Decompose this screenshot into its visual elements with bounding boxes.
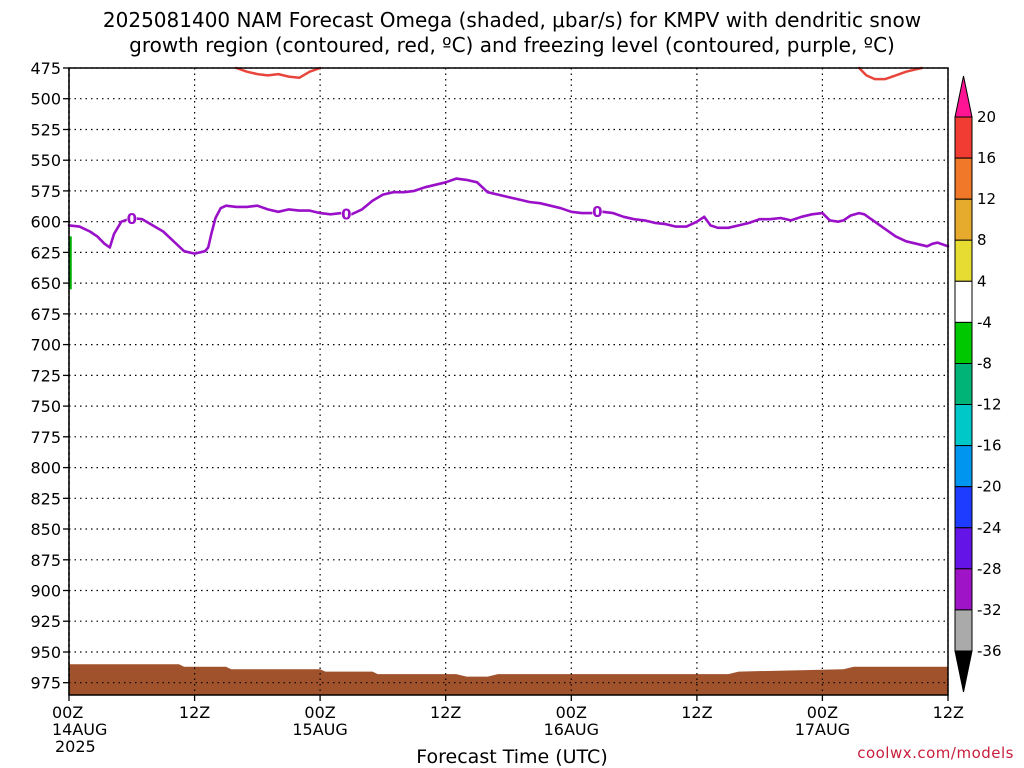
- x-tick-label: 00Z: [52, 703, 83, 722]
- y-tick-label: 475: [30, 59, 61, 78]
- y-tick-label: 750: [30, 397, 61, 416]
- y-tick-label: 925: [30, 612, 61, 631]
- terrain-layer: [69, 664, 948, 695]
- colorbar-swatch: [954, 486, 973, 529]
- freezing-contour-label: 0: [341, 205, 351, 223]
- colorbar-label: -24: [977, 519, 1002, 537]
- axes-layer: 475 500 525 550 575 600 625 650 675 700 725 750 775 8…: [30, 59, 964, 756]
- contour-label-bg: [592, 203, 603, 219]
- x-tick-label: 00Z: [556, 703, 587, 722]
- x-tick-date: 14AUG: [52, 720, 107, 739]
- x-tick-date: 16AUG: [544, 720, 599, 739]
- y-tick-label: 800: [30, 459, 61, 478]
- y-tick-label: 575: [30, 182, 61, 201]
- freezing-contour-label: 0: [592, 203, 602, 221]
- chart-title-line-1: 2025081400 NAM Forecast Omega (shaded, μ…: [102, 8, 922, 32]
- colorbar-label: -8: [977, 355, 992, 373]
- colorbar-label: -32: [977, 601, 1002, 619]
- colorbar-top-triangle: [954, 75, 973, 118]
- colorbar-label: 20: [977, 108, 996, 126]
- colorbar-label: -28: [977, 560, 1002, 578]
- dgz-contour-line: [857, 66, 924, 81]
- y-tick-label: 500: [30, 90, 61, 109]
- colorbar-label: -20: [977, 478, 1002, 496]
- y-tick-label: 600: [30, 213, 61, 232]
- y-tick-label: 700: [30, 336, 61, 355]
- y-tick-label: 525: [30, 121, 61, 140]
- colorbar-label: 4: [977, 272, 987, 290]
- chart-title: 2025081400 NAM Forecast Omega (shaded, μ…: [0, 8, 1024, 58]
- colorbar-swatch: [954, 239, 973, 282]
- y-tick-label: 975: [30, 674, 61, 693]
- y-tick-label: 850: [30, 520, 61, 539]
- contour-label-bg: [126, 211, 137, 227]
- colorbar-bottom-triangle: [954, 650, 973, 693]
- colorbar-swatch: [954, 404, 973, 447]
- y-tick-label: 775: [30, 428, 61, 447]
- series-layer: 0 0 0: [67, 66, 950, 290]
- y-tick-label: 825: [30, 489, 61, 508]
- y-tick-label: 675: [30, 305, 61, 324]
- y-tick-label: 875: [30, 551, 61, 570]
- colorbar-swatch: [954, 321, 973, 364]
- x-tick-date: 15AUG: [292, 720, 347, 739]
- grid-layer: [68, 67, 949, 695]
- colorbar: 20 16 12 8 4 -4 -8 -12 -16 -20 -24 -28 -32 -36: [954, 75, 1002, 693]
- colorbar-swatch: [954, 280, 973, 323]
- x-tick-label: 12Z: [681, 703, 712, 722]
- colorbar-swatch: [954, 527, 973, 570]
- plot-frame: [68, 67, 949, 696]
- colorbar-label: -16: [977, 437, 1002, 455]
- colorbar-label: 8: [977, 231, 987, 249]
- x-tick-label: 00Z: [304, 703, 335, 722]
- colorbar-swatch: [954, 116, 973, 159]
- x-tick-label: 12Z: [933, 703, 964, 722]
- colorbar-label: 12: [977, 190, 996, 208]
- colorbar-label: -4: [977, 313, 992, 331]
- colorbar-swatch: [954, 609, 973, 652]
- colorbar-label: -12: [977, 396, 1002, 414]
- freezing-level-line: [67, 177, 950, 255]
- y-tick-label: 725: [30, 366, 61, 385]
- x-axis-title: Forecast Time (UTC): [416, 746, 608, 768]
- y-tick-label: 900: [30, 582, 61, 601]
- colorbar-label: -36: [977, 642, 1002, 660]
- contour-label-bg: [341, 206, 352, 222]
- x-tick-year: 2025: [55, 737, 96, 756]
- terrain-fill: [69, 664, 948, 695]
- colorbar-swatch: [954, 157, 973, 200]
- colorbar-label: 16: [977, 149, 996, 167]
- colorbar-swatch: [954, 445, 973, 488]
- y-tick-label: 950: [30, 643, 61, 662]
- y-tick-label: 550: [30, 151, 61, 170]
- colorbar-swatch: [954, 198, 973, 241]
- x-tick-label: 12Z: [430, 703, 461, 722]
- freezing-contour-label: 0: [127, 210, 137, 228]
- chart-title-line-2: growth region (contoured, red, ºC) and f…: [129, 33, 895, 57]
- y-tick-label: 625: [30, 243, 61, 262]
- plot-border: [68, 67, 949, 696]
- x-tick-label: 12Z: [179, 703, 210, 722]
- x-tick-label: 00Z: [807, 703, 838, 722]
- source-credit: coolwx.com/models: [857, 744, 1014, 762]
- x-tick-date: 17AUG: [795, 720, 850, 739]
- y-tick-label: 650: [30, 274, 61, 293]
- colorbar-swatch: [954, 568, 973, 611]
- dgz-contour-line: [235, 66, 322, 80]
- colorbar-swatch: [954, 363, 973, 406]
